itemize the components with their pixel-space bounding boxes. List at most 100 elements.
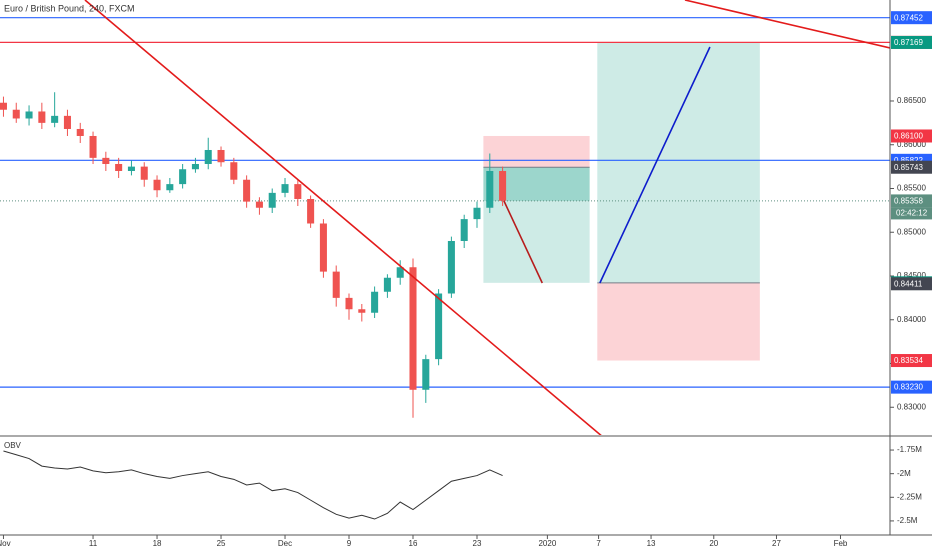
x-tick-label: 20 [709, 539, 718, 548]
candle-body [0, 102, 7, 110]
x-tick-label: 16 [409, 539, 418, 548]
candle-body [435, 293, 443, 360]
obv-tick-label: -1.75M [897, 445, 922, 454]
candle-body [102, 157, 110, 164]
x-tick-label: 11 [89, 539, 98, 548]
candle-body [12, 109, 20, 119]
price-label: 0.86100 [894, 132, 923, 141]
candle-body [447, 240, 455, 294]
price-label-bg [891, 380, 932, 394]
candle-body [371, 291, 379, 313]
candle-body [230, 162, 238, 180]
y-tick-label: 0.85500 [897, 184, 926, 193]
price-label: 0.85358 [894, 197, 923, 206]
candle-body [460, 219, 468, 241]
candle-body [268, 192, 276, 208]
candle-body [486, 170, 494, 208]
price-label-bg [891, 354, 932, 368]
trend-line [503, 200, 543, 284]
candle-body [332, 271, 340, 298]
price-label: 0.85743 [894, 163, 923, 172]
candle-body [383, 277, 391, 292]
candle-body [255, 201, 263, 208]
target-zone [597, 42, 760, 283]
obv-line [3, 450, 503, 520]
trend-line [599, 46, 711, 284]
price-label-bg [891, 11, 932, 25]
price-label-bg [891, 277, 932, 291]
x-tick-label: 9 [347, 539, 352, 548]
obv-tick-label: -2.25M [897, 492, 922, 501]
countdown: 02:42:12 [896, 209, 928, 218]
candle-body [396, 267, 404, 278]
trend-line [84, 0, 602, 435]
x-tick-label: 18 [153, 539, 162, 548]
price-label: 0.85822 [894, 156, 923, 165]
candle-body [422, 359, 430, 390]
stop-zone [483, 135, 590, 168]
candle-body [281, 184, 289, 193]
candle-body [409, 267, 417, 390]
candle-body [204, 149, 212, 164]
y-tick-label: 0.85000 [897, 227, 926, 236]
candle-body [217, 149, 225, 163]
candle-body [51, 115, 59, 123]
x-tick-label: 25 [217, 539, 226, 548]
candle-body [115, 163, 123, 171]
candle-body [38, 111, 46, 123]
x-tick-label: 7 [596, 539, 601, 548]
price-label: 0.87452 [894, 13, 923, 22]
price-label-bg [891, 35, 932, 49]
chart-title: Euro / British Pound, 240, FXCM [4, 3, 135, 13]
price-label-bg [891, 129, 932, 143]
candle-body [76, 128, 84, 136]
y-tick-label: 0.84000 [897, 315, 926, 324]
countdown-bg [891, 207, 932, 220]
obv-title: OBV [4, 441, 22, 450]
price-label: 0.83534 [894, 356, 923, 365]
candle-body [358, 309, 366, 313]
candle-body [243, 179, 251, 202]
candle-body [319, 223, 327, 272]
candle-body [140, 166, 148, 180]
candle-body [153, 179, 161, 191]
candle-body [473, 207, 481, 220]
candle-body [63, 115, 71, 129]
y-tick-label: 0.86500 [897, 96, 926, 105]
x-tick-label: 13 [647, 539, 656, 548]
x-tick-label: Feb [834, 539, 848, 548]
y-tick-label: 0.86000 [897, 140, 926, 149]
candle-body [345, 297, 353, 310]
x-tick-label: Dec [278, 539, 292, 548]
y-tick-label: 0.83000 [897, 402, 926, 411]
candle-body [179, 169, 187, 185]
candle-body [499, 170, 507, 201]
price-label: 0.87169 [894, 38, 923, 47]
obv-pane [3, 450, 503, 520]
candle-body [25, 111, 33, 119]
candle-body [294, 184, 302, 199]
obv-tick-label: -2M [897, 469, 911, 478]
price-label-bg [891, 160, 932, 174]
trend-line [684, 0, 890, 49]
candle-body [166, 184, 174, 191]
obv-tick-label: -2.5M [897, 516, 918, 525]
x-tick-label: 2020 [538, 539, 556, 548]
main-pane [0, 0, 890, 435]
candle-body [191, 163, 199, 170]
price-label: 0.84411 [894, 279, 923, 288]
candle-body [307, 198, 315, 224]
y-tick-label: 0.84500 [897, 271, 926, 280]
candle-body [127, 166, 135, 171]
x-tick-label: 27 [772, 539, 781, 548]
stop-zone [597, 282, 760, 361]
x-tick-label: Nov [0, 539, 11, 548]
x-tick-label: 23 [473, 539, 482, 548]
price-label: 0.83230 [894, 383, 923, 392]
price-label-bg [891, 194, 932, 208]
candle-body [89, 135, 97, 158]
